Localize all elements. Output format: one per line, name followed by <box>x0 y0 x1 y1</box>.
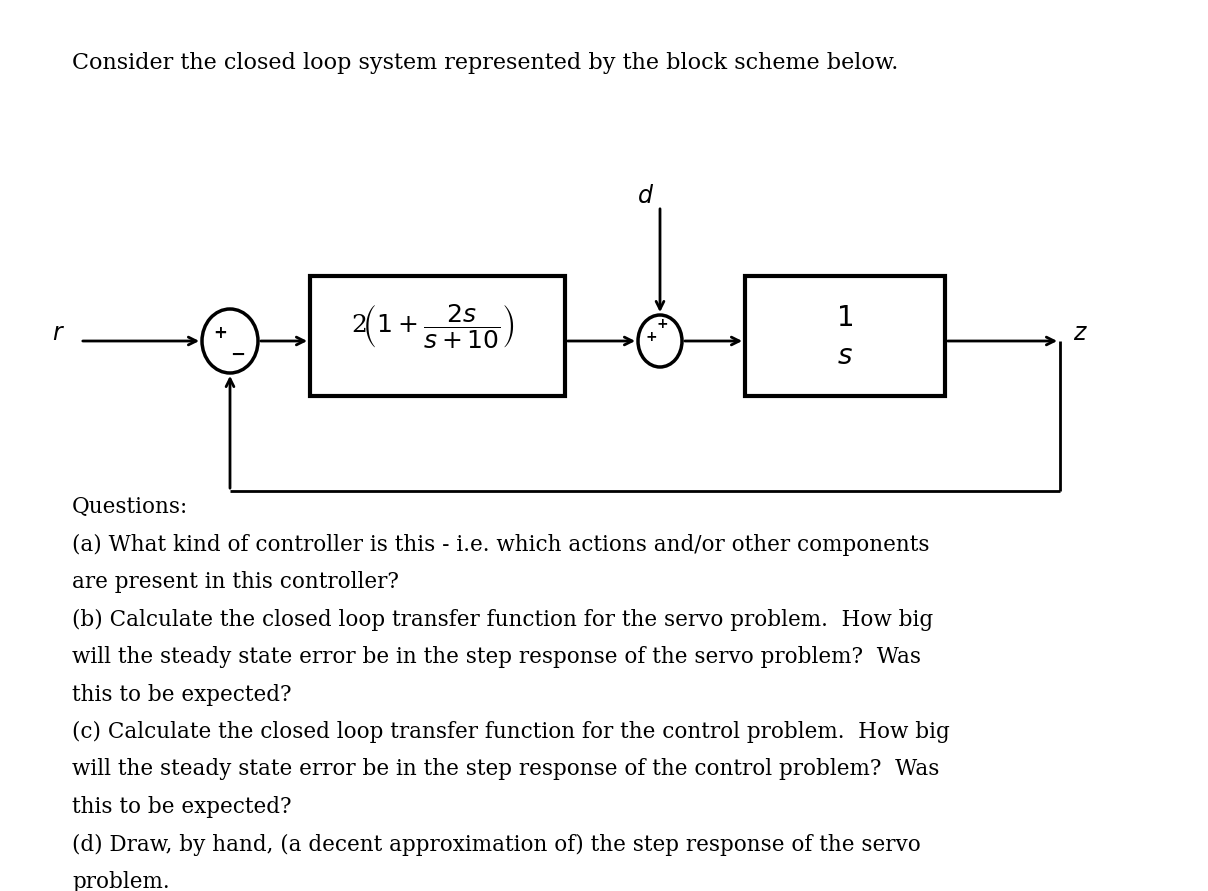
Text: problem.: problem. <box>72 871 169 891</box>
Text: (d) Draw, by hand, (a decent approximation of) the step response of the servo: (d) Draw, by hand, (a decent approximati… <box>72 833 920 855</box>
Text: +: + <box>656 317 668 331</box>
Text: (a) What kind of controller is this - i.e. which actions and/or other components: (a) What kind of controller is this - i.… <box>72 534 929 556</box>
Bar <box>745 276 945 396</box>
Text: $z$: $z$ <box>1073 323 1087 346</box>
Text: Consider the closed loop system represented by the block scheme below.: Consider the closed loop system represen… <box>72 52 899 74</box>
Text: $1$: $1$ <box>836 305 854 331</box>
Text: $r$: $r$ <box>52 323 64 346</box>
Text: +: + <box>645 330 657 344</box>
Text: this to be expected?: this to be expected? <box>72 683 291 706</box>
Text: (b) Calculate the closed loop transfer function for the servo problem.  How big: (b) Calculate the closed loop transfer f… <box>72 609 934 631</box>
Text: are present in this controller?: are present in this controller? <box>72 571 399 593</box>
Text: Questions:: Questions: <box>72 496 188 518</box>
Text: this to be expected?: this to be expected? <box>72 796 291 818</box>
Text: will the steady state error be in the step response of the servo problem?  Was: will the steady state error be in the st… <box>72 646 920 668</box>
Text: −: − <box>231 346 245 364</box>
Text: will the steady state error be in the step response of the control problem?  Was: will the steady state error be in the st… <box>72 758 940 781</box>
Text: $s$: $s$ <box>837 342 853 370</box>
Text: +: + <box>213 324 227 342</box>
Text: $\mathregular{2}\!\left(1+\dfrac{2s}{s+10}\right)$: $\mathregular{2}\!\left(1+\dfrac{2s}{s+1… <box>350 302 515 350</box>
Text: (c) Calculate the closed loop transfer function for the control problem.  How bi: (c) Calculate the closed loop transfer f… <box>72 721 949 743</box>
Bar <box>310 276 565 396</box>
Text: $d$: $d$ <box>638 184 655 208</box>
